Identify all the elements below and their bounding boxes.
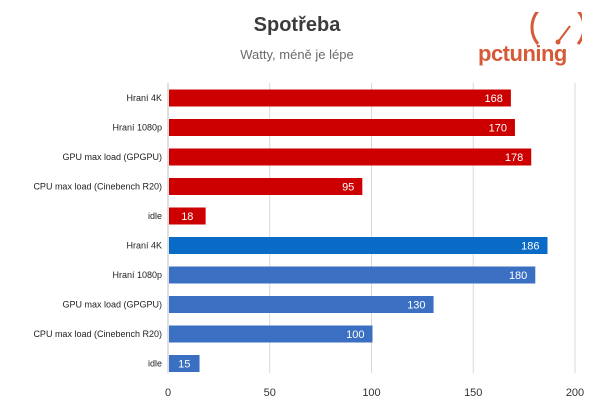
x-tick-label: 50 (264, 387, 276, 399)
x-tick-label: 100 (362, 387, 380, 399)
category-label: Hraní 1080p (112, 270, 162, 280)
x-tick-label: 150 (464, 387, 482, 399)
data-label: 178 (505, 152, 523, 164)
data-label: 168 (485, 93, 503, 105)
category-label: GPU max load (GPGPU) (62, 300, 162, 310)
data-label: 186 (521, 241, 539, 253)
data-label: 180 (509, 270, 527, 282)
bar (169, 266, 536, 284)
bar (169, 148, 532, 166)
bar (169, 178, 363, 195)
x-tick-label: 200 (566, 387, 584, 399)
bar (169, 89, 511, 107)
logo-text: pctuning (478, 41, 567, 66)
category-label: GPU max load (GPGPU) (62, 152, 162, 162)
data-label: 130 (407, 300, 425, 312)
category-label: Hraní 4K (126, 241, 162, 251)
data-label: 100 (346, 329, 364, 341)
bar (169, 207, 206, 225)
bar (169, 119, 515, 136)
bars-group: Hraní 4K 168 Hraní 1080p 170 GPU max load (G… (33, 89, 548, 372)
category-label: CPU max load (Cinebench R20) (33, 329, 162, 339)
data-label: 170 (489, 123, 507, 135)
bar (169, 296, 434, 313)
chart-title: Spotřeba (253, 14, 341, 36)
bar (169, 237, 548, 254)
bar (169, 355, 200, 372)
category-label: idle (148, 211, 162, 221)
category-label: CPU max load (Cinebench R20) (33, 182, 162, 192)
x-axis: 0 50 100 150 200 (165, 83, 584, 399)
bar (169, 325, 373, 343)
data-label: 15 (178, 359, 190, 371)
category-label: idle (148, 359, 162, 369)
data-label: 95 (342, 182, 354, 194)
data-label: 18 (181, 211, 193, 223)
x-tick-label: 0 (165, 387, 171, 399)
chart-subtitle: Watty, méně je lépe (240, 47, 354, 62)
category-label: Hraní 4K (126, 93, 162, 103)
category-label: Hraní 1080p (112, 123, 162, 133)
